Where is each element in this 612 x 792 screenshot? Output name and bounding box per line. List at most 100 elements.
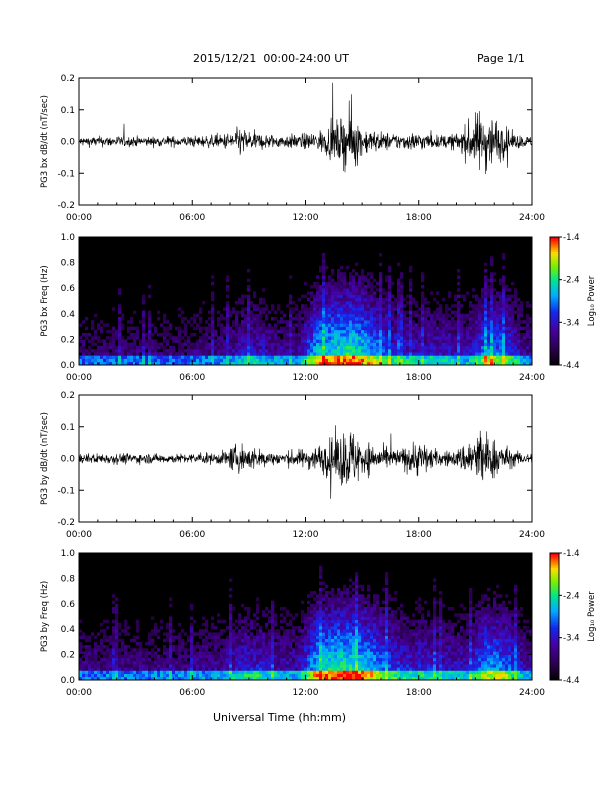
spec-cell xyxy=(346,285,350,289)
spec-cell xyxy=(388,651,392,655)
spec-cell xyxy=(454,349,458,353)
spec-cell xyxy=(397,342,401,347)
spec-cell xyxy=(397,336,401,340)
spec-cell xyxy=(271,600,275,605)
spec-cell xyxy=(262,648,266,652)
spec-cell xyxy=(511,323,515,327)
spec-cell xyxy=(316,660,320,665)
spec-cell xyxy=(259,317,263,321)
spec-cell xyxy=(484,349,488,353)
spec-cell xyxy=(163,329,167,334)
spec-cell xyxy=(496,323,500,327)
spec-cell xyxy=(295,339,299,343)
spec-cell xyxy=(124,670,128,674)
spec-cell xyxy=(307,291,311,295)
spec-cell xyxy=(295,635,299,640)
spec-cell xyxy=(334,610,338,614)
spec-cell xyxy=(331,606,335,611)
spec-cell xyxy=(358,657,362,662)
spec-cell xyxy=(259,361,263,366)
spec-cell xyxy=(106,645,110,649)
spec-cell xyxy=(247,670,251,674)
spec-cell xyxy=(235,676,239,681)
spec-cell xyxy=(487,349,491,353)
spec-cell xyxy=(379,291,383,295)
spec-cell xyxy=(247,660,251,665)
spec-cell xyxy=(346,613,350,617)
spec-cell xyxy=(289,676,293,681)
spec-cell xyxy=(166,632,170,636)
spec-cell xyxy=(280,645,284,649)
spec-cell xyxy=(358,600,362,605)
spec-cell xyxy=(382,342,386,347)
spec-cell xyxy=(91,654,95,659)
spec-cell xyxy=(352,651,356,655)
spec-cell xyxy=(244,648,248,652)
spec-cell xyxy=(319,307,323,311)
spec-cell xyxy=(277,670,281,674)
spec-cell xyxy=(286,641,290,646)
spec-cell xyxy=(154,358,158,363)
spec-cell xyxy=(142,345,146,350)
spec-cell xyxy=(232,339,236,343)
spec-cell xyxy=(460,326,464,331)
spec-cell xyxy=(418,339,422,343)
spec-cell xyxy=(496,352,500,356)
spec-cell xyxy=(313,336,317,340)
spec-cell xyxy=(352,581,356,586)
spec-cell xyxy=(511,333,515,337)
panel-2-ytick-label: -0.1 xyxy=(57,486,75,496)
spec-cell xyxy=(160,342,164,347)
spec-cell xyxy=(214,657,218,662)
spec-cell xyxy=(265,606,269,611)
spec-cell xyxy=(238,619,242,624)
spec-cell xyxy=(229,667,233,671)
colorbar-band xyxy=(550,320,559,323)
spec-cell xyxy=(187,670,191,674)
spec-cell xyxy=(508,317,512,321)
spec-cell xyxy=(214,349,218,353)
spec-cell xyxy=(199,317,203,321)
spec-cell xyxy=(352,673,356,678)
spec-cell xyxy=(340,594,344,598)
spec-cell xyxy=(250,638,254,643)
spec-cell xyxy=(382,641,386,646)
spec-cell xyxy=(229,610,233,614)
spec-cell xyxy=(364,635,368,640)
spec-cell xyxy=(313,613,317,617)
spec-cell xyxy=(268,349,272,353)
spec-cell xyxy=(373,278,377,283)
spec-cell xyxy=(220,352,224,356)
spec-cell xyxy=(355,262,359,267)
spec-cell xyxy=(376,626,380,630)
spec-cell xyxy=(337,278,341,283)
spec-cell xyxy=(148,310,152,315)
spec-cell xyxy=(388,660,392,665)
spec-cell xyxy=(193,664,197,668)
spec-cell xyxy=(364,336,368,340)
spec-cell xyxy=(391,339,395,343)
spec-cell xyxy=(292,345,296,350)
spec-cell xyxy=(373,603,377,608)
page-title: 2015/12/21 00:00-24:00 UT xyxy=(193,52,350,65)
spec-cell xyxy=(358,629,362,633)
spec-cell xyxy=(229,648,233,652)
spec-cell xyxy=(217,349,221,353)
spec-cell xyxy=(115,613,119,617)
spec-cell xyxy=(112,660,116,665)
spec-cell xyxy=(163,638,167,643)
spec-cell xyxy=(514,336,518,340)
spec-cell xyxy=(505,339,509,343)
spec-cell xyxy=(364,660,368,665)
spec-cell xyxy=(373,597,377,601)
spec-cell xyxy=(196,670,200,674)
spec-cell xyxy=(325,339,329,343)
spec-cell xyxy=(286,358,290,363)
spec-cell xyxy=(301,294,305,299)
spec-cell xyxy=(346,664,350,668)
spec-cell xyxy=(499,329,503,334)
spec-cell xyxy=(376,641,380,646)
spec-cell xyxy=(367,610,371,614)
spec-cell xyxy=(439,329,443,334)
spec-cell xyxy=(313,358,317,363)
